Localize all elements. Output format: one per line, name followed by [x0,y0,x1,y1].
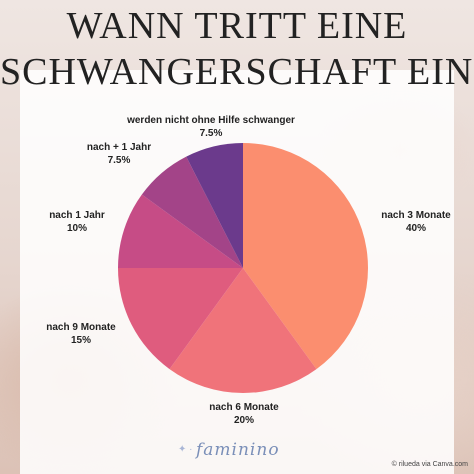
title-line-1: WANN TRITT EINE [66,5,408,47]
pie-labels: nach 3 Monate 40% nach 6 Monate 20% nach 9 M… [46,115,451,426]
pie-slice-5 [141,156,243,268]
pie-slice-4 [118,194,243,268]
slice-label-4: nach 1 Jahr [49,210,105,221]
slice-value-5: 7.5% [108,155,131,166]
slice-label-1: nach 3 Monate [381,210,451,221]
slice-label-3: nach 9 Monate [46,322,116,333]
pie-slice-2 [169,268,317,394]
pie-slice-6 [186,143,243,268]
pie-slice-3 [118,268,243,370]
slice-label-6: werden nicht ohne Hilfe schwanger [126,115,295,126]
title-line-2: SCHWANGERSCHAFT EIN? [0,51,474,93]
slice-value-4: 10% [67,223,87,234]
pie-slice-1 [243,143,368,370]
slice-value-3: 15% [71,335,91,346]
slice-value-1: 40% [406,223,426,234]
image-credit: © rilueda via Canva.com [391,461,468,468]
slice-value-2: 20% [234,415,254,426]
sparkle-icon: ✦ · [178,444,193,455]
slice-label-5: nach + 1 Jahr [87,142,151,153]
slice-value-6: 7.5% [200,128,223,139]
slice-label-2: nach 6 Monate [209,402,279,413]
pie-slices [118,143,368,394]
brand-logo: faminino [196,440,280,460]
